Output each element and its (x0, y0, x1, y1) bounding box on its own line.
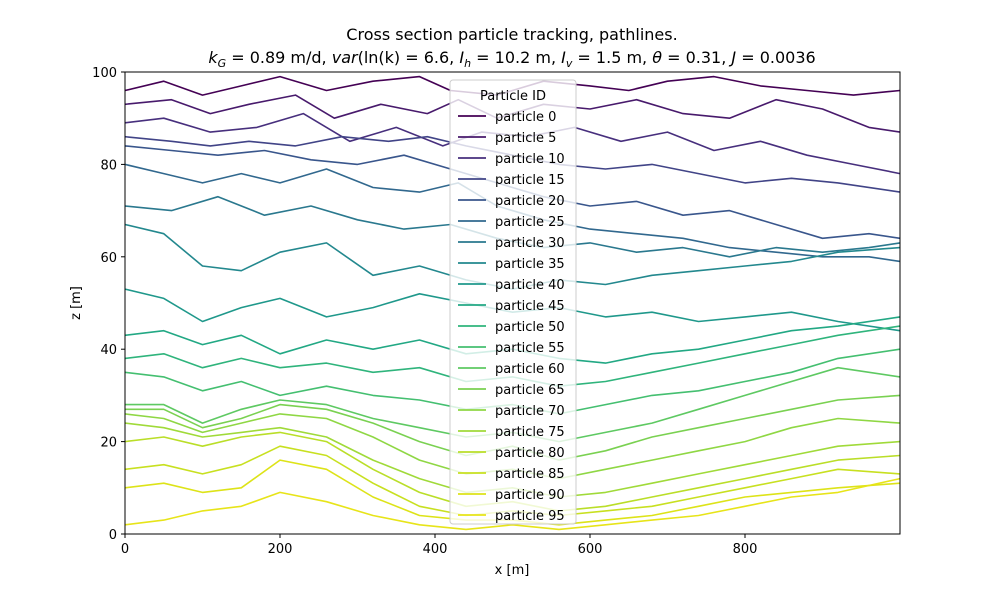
legend-items: particle 0 particle 5 particle 10 particle … (458, 110, 565, 524)
legend-label: particle 75 (495, 425, 565, 440)
legend-label: particle 30 (495, 236, 565, 251)
y-axis-ticks: 0 20 40 60 80 100 (92, 66, 125, 543)
legend-label: particle 80 (495, 446, 565, 461)
legend-label: particle 20 (495, 194, 565, 209)
legend-label: particle 25 (495, 215, 565, 230)
legend-label: particle 55 (495, 341, 565, 356)
y-tick-label: 100 (92, 66, 117, 81)
legend-label: particle 5 (495, 131, 556, 146)
legend-label: particle 35 (495, 257, 565, 272)
title-ih-symbol: I (459, 48, 464, 67)
x-tick-label: 0 (121, 542, 129, 557)
legend-label: particle 10 (495, 152, 565, 167)
title-theta-value: = 0.31, (662, 48, 731, 67)
title-kg-subscript: G (218, 57, 227, 70)
x-axis-label: x [m] (495, 563, 530, 578)
title-ih-value: = 10.2 m, (471, 48, 561, 67)
legend-label: particle 45 (495, 299, 565, 314)
legend-label: particle 50 (495, 320, 565, 335)
legend-label: particle 90 (495, 488, 565, 503)
x-tick-label: 400 (423, 542, 448, 557)
title-iv-value: = 1.5 m, (572, 48, 652, 67)
legend-title: Particle ID (480, 89, 546, 104)
pathline-particle-95 (124, 477, 901, 531)
y-axis-label: z [m] (69, 286, 84, 320)
legend-label: particle 95 (495, 509, 565, 524)
x-tick-label: 800 (733, 542, 758, 557)
legend-label: particle 15 (495, 173, 565, 188)
title-ih-subscript: h (464, 57, 471, 70)
legend-label: particle 85 (495, 467, 565, 482)
y-tick-label: 60 (100, 251, 117, 266)
title-iv-subscript: v (566, 57, 573, 70)
x-tick-label: 200 (268, 542, 293, 557)
title-j-value: = 0.0036 (736, 48, 816, 67)
title-kg-symbol: k (208, 48, 218, 67)
legend-label: particle 0 (495, 110, 556, 125)
legend-box (449, 79, 577, 525)
y-tick-label: 0 (109, 528, 117, 543)
plot-frame (124, 71, 901, 535)
y-tick-label: 20 (100, 436, 117, 451)
x-tick-label: 600 (578, 542, 603, 557)
legend-label: particle 60 (495, 362, 565, 377)
x-axis-ticks: 0 200 400 600 800 (121, 534, 758, 557)
y-tick-label: 40 (100, 343, 117, 358)
legend-label: particle 40 (495, 278, 565, 293)
chart-title-line1: Cross section particle tracking, pathlin… (346, 25, 677, 44)
legend-label: particle 70 (495, 404, 565, 419)
title-theta-symbol: θ (652, 48, 662, 67)
title-iv-symbol: I (561, 48, 566, 67)
legend-label: particle 65 (495, 383, 565, 398)
y-tick-label: 80 (100, 158, 117, 173)
chart-title-line2: kG = 0.89 m/d, var(ln(k) = 6.6, Ih = 10.… (208, 48, 815, 70)
title-var-value: (ln(k) = 6.6, (358, 48, 460, 67)
title-kg-value: = 0.89 m/d, (226, 48, 332, 67)
title-j-symbol: J (728, 48, 736, 67)
title-var-symbol: var (332, 48, 359, 67)
